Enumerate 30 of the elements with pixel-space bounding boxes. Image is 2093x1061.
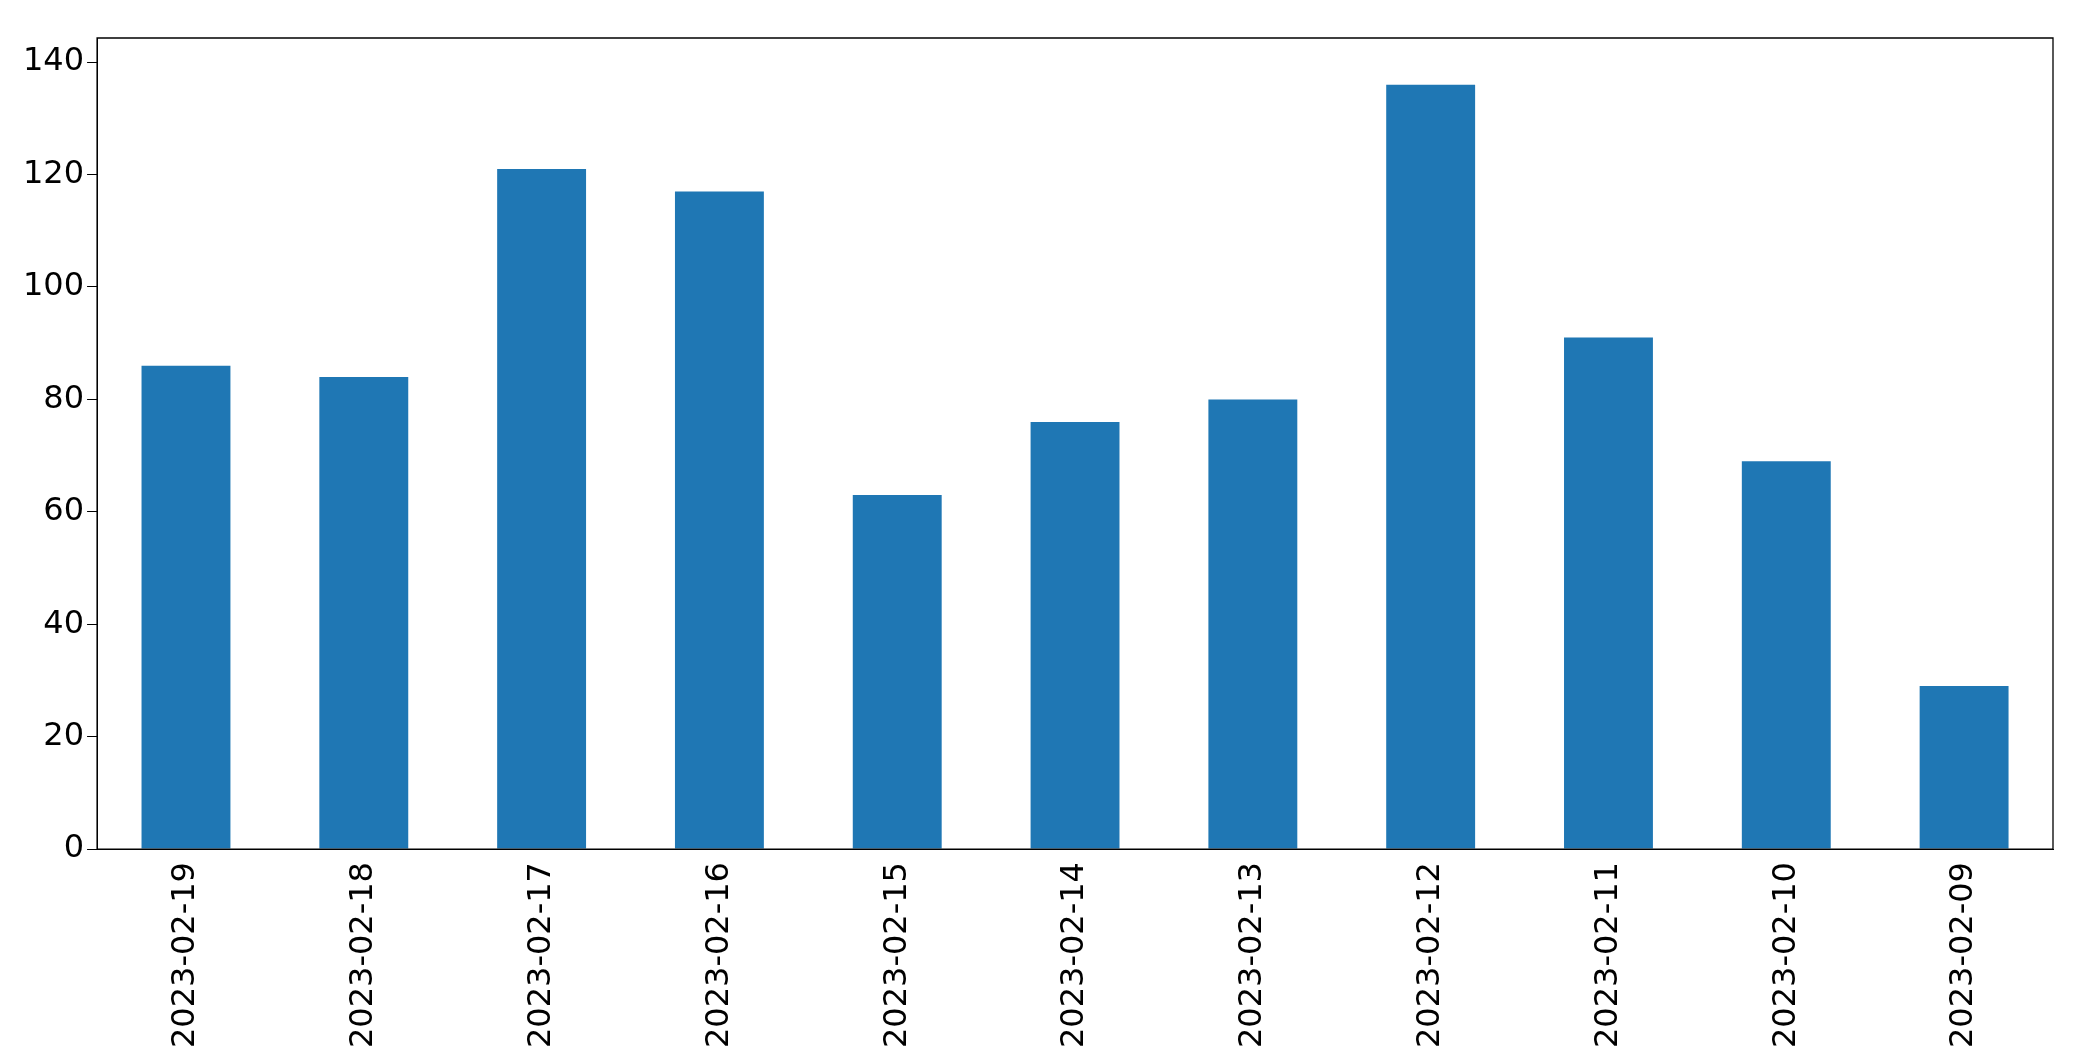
- x-tick-label: 2023-02-09: [1942, 862, 1981, 1048]
- bar: [1386, 84, 1476, 849]
- x-tick-label: 2023-02-11: [1586, 862, 1625, 1048]
- bar: [1741, 461, 1831, 849]
- bar: [1919, 686, 2009, 849]
- bar: [1030, 421, 1120, 849]
- x-tick-label: 2023-02-12: [1408, 862, 1447, 1048]
- bar: [319, 376, 409, 849]
- y-tick-label: 140: [23, 40, 85, 79]
- x-tick-label: 2023-02-19: [164, 862, 203, 1048]
- bar: [852, 494, 942, 849]
- bar: [497, 168, 587, 849]
- x-tick-label: 2023-02-18: [342, 862, 381, 1048]
- x-tick-label: 2023-02-15: [875, 862, 914, 1048]
- x-tick-label: 2023-02-14: [1053, 862, 1092, 1048]
- y-tick-label: 20: [43, 714, 85, 753]
- y-tick-label: 120: [23, 152, 85, 191]
- y-tick-label: 100: [23, 265, 85, 304]
- x-tick-label: 2023-02-17: [519, 862, 558, 1048]
- y-tick-label: 0: [63, 827, 85, 866]
- y-tick-label: 40: [43, 602, 85, 641]
- bar: [674, 191, 764, 849]
- bar: [1208, 399, 1298, 849]
- x-tick-label: 2023-02-10: [1764, 862, 1803, 1048]
- y-tick-label: 80: [43, 377, 85, 416]
- y-tick-label: 60: [43, 490, 85, 529]
- x-tick-label: 2023-02-16: [697, 862, 736, 1048]
- bar: [1564, 337, 1653, 849]
- bar: [141, 365, 231, 849]
- x-tick-label: 2023-02-13: [1231, 862, 1270, 1048]
